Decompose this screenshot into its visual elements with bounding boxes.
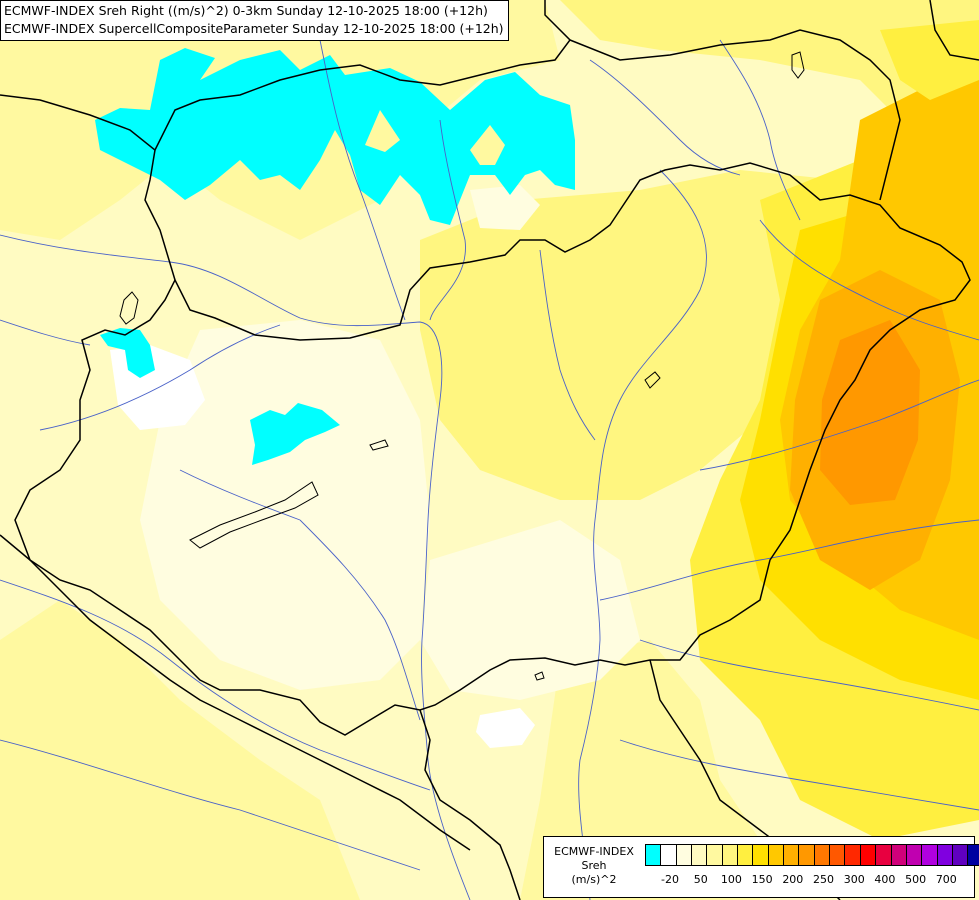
map-title-line-2: ECMWF-INDEX SupercellCompositeParameter … [4,21,504,36]
border-croatia-bosnia [29,559,471,851]
field-patch-cyan-center [250,403,340,465]
legend-tick-label: 400 [874,873,896,886]
lake-neusiedl [119,291,139,325]
map-title-line-1: ECMWF-INDEX Sreh Right ((m/s)^2) 0-3km S… [4,3,488,18]
field-band-yellow-north [560,0,979,120]
legend-swatch [830,845,846,865]
lake-velence [369,439,389,451]
legend-swatch [952,845,969,865]
legend-swatch [692,845,708,865]
lake-small-north [791,51,805,79]
field-hole-north-1 [365,110,400,152]
river-danube [0,234,471,900]
legend-swatch [860,845,877,865]
river-vah [319,39,406,321]
legend-swatch [937,845,953,865]
river-sio [299,519,421,721]
border-hungary [14,162,971,736]
river-southeast [619,739,979,811]
legend-tick-label: 200 [782,873,804,886]
river-north-1 [589,59,741,176]
legend-swatch [784,845,800,865]
rivers [0,39,979,900]
river-tisza [578,169,707,900]
river-hron [429,119,466,321]
legend-tick-label: 150 [751,873,773,886]
river-sava [0,739,421,871]
legend-swatch [799,845,815,865]
legend-swatch [722,845,739,865]
field-band-yellow-northeast [880,20,979,100]
legend-swatch [676,845,693,865]
border-austria-slovenia [0,534,31,561]
legend-tick-label: 50 [693,873,708,886]
legend-swatch [646,845,662,865]
legend-tick-label: 700 [935,873,957,886]
river-west-2 [179,469,301,521]
legend-swatch [876,845,892,865]
legend-title: ECMWF-INDEX Sreh (m/s)^2 [548,845,640,887]
border-northeast [929,0,979,61]
river-north-2 [719,39,801,221]
field-band-yellow-center [420,170,880,500]
legend-swatch [891,845,907,865]
legend-swatch [753,845,769,865]
legend-tick-labels: -20 50 100 150 200 250 300 400 500 700 [645,873,968,889]
river-east-1 [759,219,979,341]
field-patch-cyan-north [95,48,575,225]
lake-south-small [534,671,545,681]
legend-swatch [922,845,938,865]
legend-swatch [738,845,754,865]
legend-swatch [845,845,861,865]
legend-swatch [968,845,979,865]
legend-swatch [707,845,723,865]
river-west-1 [0,319,91,346]
legend-title-line-1: ECMWF-INDEX [554,845,634,858]
field-band-orange-3 [820,320,920,505]
legend-tick-label: 250 [813,873,835,886]
river-somes [699,379,979,471]
field-band-light-southwest [0,600,360,900]
legend-title-line-2: Sreh [581,859,607,872]
lake-kiskore [644,371,661,389]
legend-swatch [906,845,923,865]
river-zagyva [539,249,596,441]
river-east-2 [639,639,979,711]
border-croatia-serbia [419,709,521,900]
river-raba [39,324,281,431]
legend-tick-label: -20 [661,873,679,886]
legend-swatch [768,845,785,865]
color-legend: ECMWF-INDEX Sreh (m/s)^2 -20 50 100 150 200 2… [543,836,979,898]
field-patch-white-north [470,185,540,230]
field-hole-north-2 [470,125,505,165]
legend-swatch [661,845,677,865]
border-ukraine [569,29,901,201]
map-title-box: ECMWF-INDEX Sreh Right ((m/s)^2) 0-3km S… [0,0,509,41]
legend-swatch [814,845,831,865]
river-drava [0,579,431,791]
border-poland-slovakia [154,0,571,151]
field-patch-white-south [476,708,535,748]
field-patch-pale-center [140,320,430,690]
field-patch-pale-south [420,520,640,700]
legend-tick-label: 100 [720,873,742,886]
legend-tick-label: 300 [843,873,865,886]
field-band-south [520,640,760,900]
river-mures [599,519,979,601]
lakes [119,51,805,681]
legend-color-bar [645,844,979,866]
legend-title-line-3: (m/s)^2 [571,873,617,886]
legend-tick-label: 500 [905,873,927,886]
field-patch-cyan-west [100,328,155,378]
lake-balaton [189,481,319,549]
